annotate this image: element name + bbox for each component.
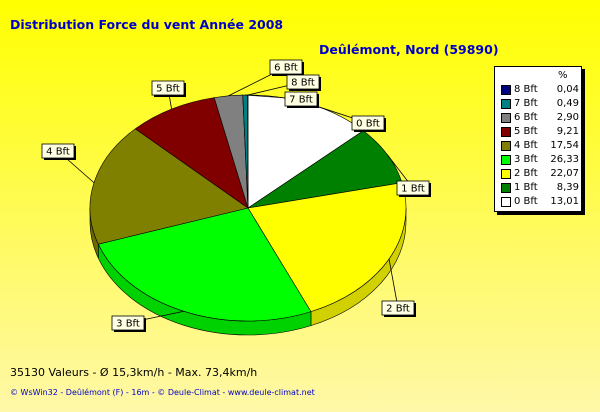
legend-label: 2 Bft	[514, 168, 538, 179]
legend-swatch	[501, 183, 511, 193]
slice-label: 5 Bft	[156, 84, 180, 95]
footer-stats: 35130 Valeurs - Ø 15,3km/h - Max. 73,4km…	[10, 366, 258, 379]
label-box	[284, 91, 318, 107]
legend-item: 0 Bft 13,01	[501, 196, 579, 208]
legend-label: 3 Bft	[514, 154, 538, 165]
legend-item: 2 Bft 22,07	[501, 168, 579, 180]
legend-swatch	[501, 141, 511, 151]
slice-labels: 0 Bft 1 Bft 2 Bft 3 Bft 4 Bft 5 Bft 6 Bft 7 Bft…	[41, 59, 431, 332]
footer-credit: © WsWin32 - Deûlémont (F) - 16m - © Deul…	[10, 388, 315, 397]
legend-value: 0,49	[556, 98, 579, 109]
pie-slice-2-bft	[247, 182, 407, 313]
label-box	[269, 59, 303, 75]
legend-item: 5 Bft 9,21	[501, 126, 579, 138]
pie-top	[89, 94, 407, 322]
slice-label: 4 Bft	[46, 147, 70, 158]
legend-item: 1 Bft 8,39	[501, 182, 579, 194]
legend-swatch	[501, 155, 511, 165]
slice-label: 2 Bft	[386, 304, 410, 315]
legend-value: 17,54	[550, 140, 579, 151]
legend-swatch	[501, 85, 511, 95]
legend-swatch	[501, 99, 511, 109]
pie-slice-3-bft	[97, 207, 312, 322]
slice-label: 6 Bft	[274, 63, 298, 74]
slice-label: 0 Bft	[356, 119, 380, 130]
chart-title: Distribution Force du vent Année 2008	[10, 17, 284, 32]
legend-value: 8,39	[556, 182, 579, 193]
legend-item: 8 Bft 0,04	[501, 84, 579, 96]
legend-label: 5 Bft	[514, 126, 538, 137]
legend-swatch	[501, 113, 511, 123]
legend: % 8 Bft 0,04 7 Bft 0,49 6 Bft 2,90 5 Bft 9,21 4 …	[494, 66, 582, 212]
legend-item: 7 Bft 0,49	[501, 98, 579, 110]
legend-header: %	[558, 70, 568, 81]
legend-value: 2,90	[556, 112, 579, 123]
legend-item: 4 Bft 17,54	[501, 140, 579, 152]
label-box	[351, 115, 385, 131]
legend-label: 7 Bft	[514, 98, 538, 109]
legend-label: 1 Bft	[514, 182, 538, 193]
pie-slice-4-bft	[89, 128, 249, 245]
legend-value: 13,01	[550, 196, 579, 207]
legend-value: 22,07	[550, 168, 579, 179]
legend-value: 26,33	[550, 154, 579, 165]
legend-item: 6 Bft 2,90	[501, 112, 579, 124]
chart-subtitle: Deûlémont, Nord (59890)	[319, 42, 499, 57]
legend-swatch	[501, 127, 511, 137]
label-box	[111, 315, 145, 331]
label-box	[396, 180, 430, 196]
legend-label: 8 Bft	[514, 84, 538, 95]
slice-label: 1 Bft	[401, 184, 425, 195]
legend-value: 0,04	[556, 84, 579, 95]
legend-swatch	[501, 169, 511, 179]
legend-label: 6 Bft	[514, 112, 538, 123]
slice-label: 8 Bft	[291, 78, 315, 89]
label-box	[41, 143, 75, 159]
label-box	[151, 80, 185, 96]
legend-item: 3 Bft 26,33	[501, 154, 579, 166]
pie-slice-5-bft	[134, 97, 249, 209]
slice-label: 7 Bft	[289, 95, 313, 106]
label-leader	[388, 258, 399, 309]
label-box	[381, 300, 415, 316]
legend-label: 4 Bft	[514, 140, 538, 151]
slice-label: 3 Bft	[116, 319, 140, 330]
legend-swatch	[501, 197, 511, 207]
legend-value: 9,21	[556, 126, 579, 137]
legend-label: 0 Bft	[514, 196, 538, 207]
label-box	[286, 74, 320, 90]
